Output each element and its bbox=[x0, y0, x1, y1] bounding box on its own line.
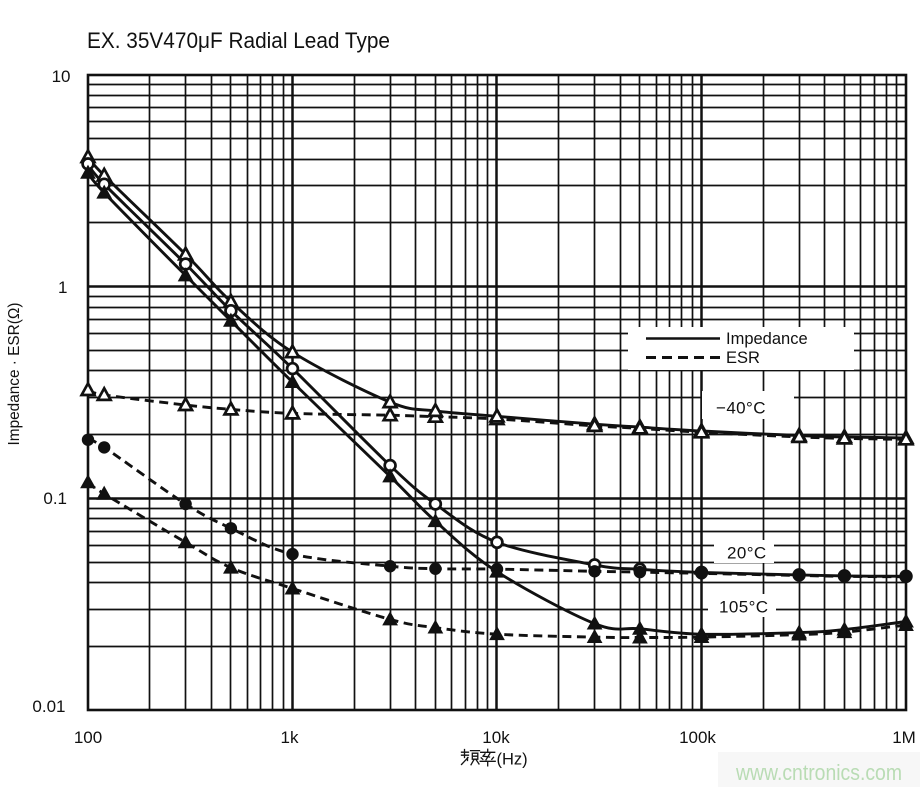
svg-text:Impedance · ESR(Ω): Impedance · ESR(Ω) bbox=[6, 303, 23, 446]
svg-text:105°C: 105°C bbox=[719, 598, 768, 617]
svg-text:1: 1 bbox=[58, 278, 67, 297]
svg-text:20°C: 20°C bbox=[727, 544, 767, 563]
svg-text:100: 100 bbox=[74, 728, 102, 747]
svg-text:10k: 10k bbox=[482, 728, 510, 747]
svg-text:1k: 1k bbox=[281, 728, 299, 747]
svg-text:100k: 100k bbox=[679, 728, 716, 747]
svg-text:−40°C: −40°C bbox=[716, 399, 766, 418]
svg-text:0.1: 0.1 bbox=[43, 489, 67, 508]
svg-text:EX. 35V470μF Radial Lead Type: EX. 35V470μF Radial Lead Type bbox=[87, 28, 390, 53]
svg-text:0.01: 0.01 bbox=[32, 697, 65, 716]
svg-text:10: 10 bbox=[52, 67, 71, 86]
svg-text:Impedance: Impedance bbox=[726, 330, 808, 348]
svg-text:ESR: ESR bbox=[726, 349, 760, 367]
svg-text:www.cntronics.com: www.cntronics.com bbox=[735, 760, 902, 785]
svg-text:(Hz): (Hz) bbox=[497, 751, 528, 769]
svg-text:1M: 1M bbox=[892, 728, 916, 747]
